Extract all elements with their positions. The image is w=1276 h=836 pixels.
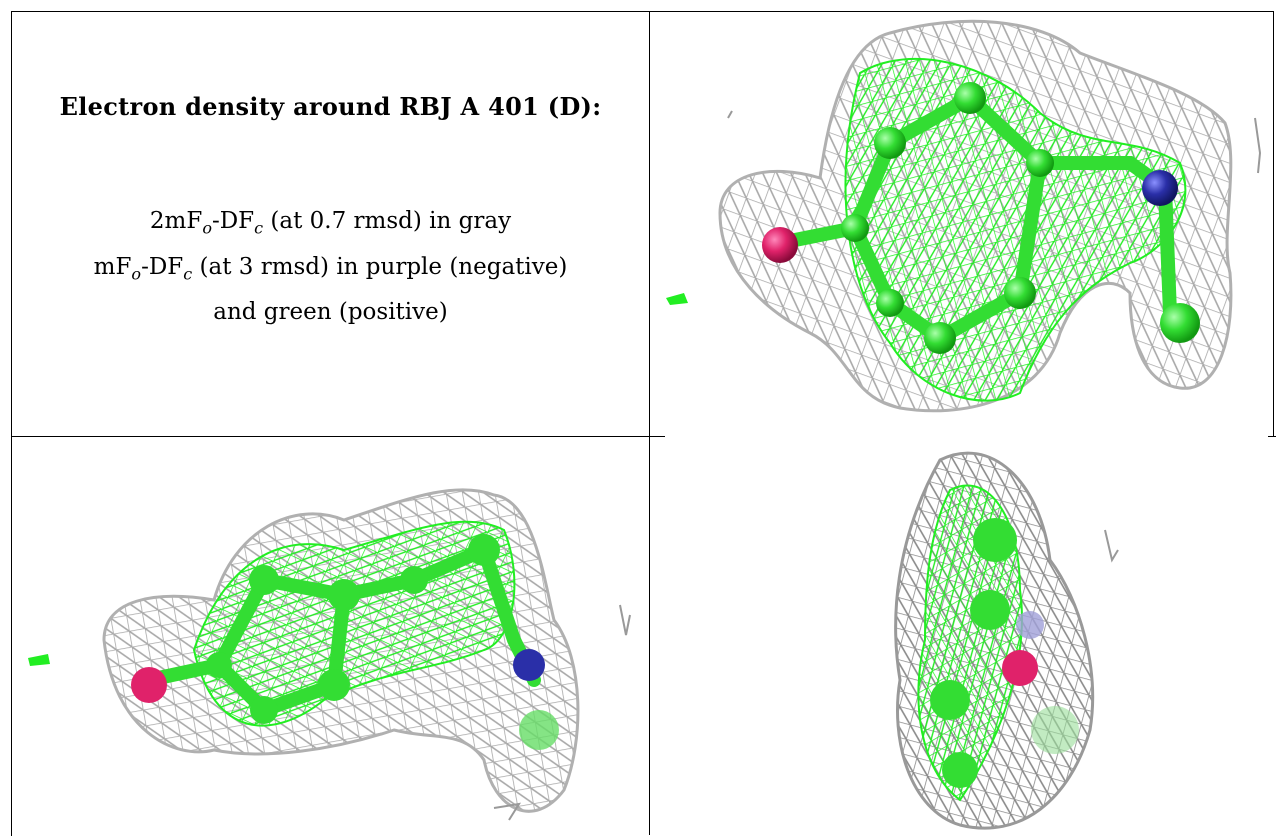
nitrogen-atom xyxy=(1142,170,1178,206)
caption-line-3: and green (positive) xyxy=(213,299,448,326)
oxygen-atom xyxy=(1002,650,1038,686)
nitrogen-atom xyxy=(513,649,545,681)
nitrogen-atom xyxy=(1016,611,1044,639)
oxygen-atom xyxy=(762,227,798,263)
atoms xyxy=(131,534,559,750)
green-blob xyxy=(28,654,50,666)
oxygen-atom xyxy=(131,667,167,703)
caption-line-1: 2mFo-DFc (at 0.7 rmsd) in gray xyxy=(149,208,512,238)
caption-line-2: mFo-DFc (at 3 rmsd) in purple (negative) xyxy=(93,253,568,284)
figure-table xyxy=(11,11,1274,836)
molecule-bonds xyxy=(142,540,541,719)
caption-cell: Electron density around RBJ A 401 (D): 2… xyxy=(12,12,649,436)
row-divider-stub xyxy=(650,436,665,437)
caption-title: Electron density around RBJ A 401 (D): xyxy=(59,92,602,121)
density-view-bottom-left xyxy=(14,440,644,832)
density-view-bottom-right xyxy=(660,440,1272,832)
caption-description: 2mFo-DFc (at 0.7 rmsd) in gray mFo-DFc (… xyxy=(12,202,649,331)
column-divider xyxy=(649,11,650,835)
right-border xyxy=(1273,11,1274,437)
density-image-1 xyxy=(666,19,1262,413)
atoms xyxy=(762,82,1200,354)
green-blob xyxy=(666,293,688,305)
density-view-top-right xyxy=(660,13,1272,423)
density-image-2 xyxy=(28,488,631,821)
density-image-3 xyxy=(894,451,1119,830)
row-divider-stub-right xyxy=(1268,436,1276,437)
green-mesh xyxy=(844,57,1187,402)
row-divider xyxy=(11,436,649,437)
atoms xyxy=(930,518,1079,788)
